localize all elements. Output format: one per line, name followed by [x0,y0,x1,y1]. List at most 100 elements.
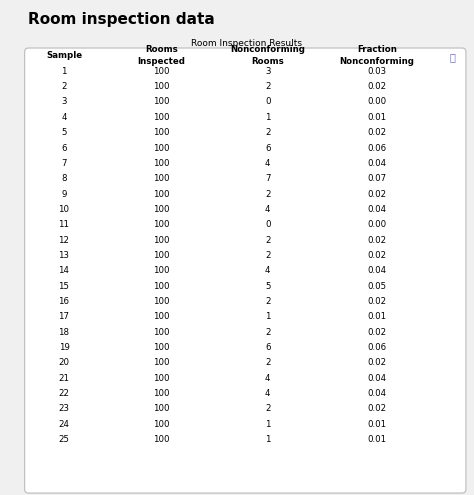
Text: 20: 20 [58,358,70,367]
Text: 0.02: 0.02 [367,236,386,245]
Text: 100: 100 [153,159,169,168]
Text: 16: 16 [58,297,70,306]
Text: 6: 6 [265,144,271,152]
Text: 0.00: 0.00 [367,220,386,229]
Text: 0.04: 0.04 [367,389,386,398]
Text: 4: 4 [61,113,67,122]
Text: 2: 2 [265,297,271,306]
Text: 10: 10 [58,205,70,214]
Text: 4: 4 [265,389,271,398]
Text: 11: 11 [58,220,70,229]
Text: 0.00: 0.00 [367,98,386,106]
Text: 9: 9 [61,190,67,198]
Text: 0.02: 0.02 [367,82,386,91]
Text: 100: 100 [153,374,169,383]
Text: 100: 100 [153,67,169,76]
Text: ⧉: ⧉ [450,52,456,62]
Text: 3: 3 [265,67,271,76]
Text: 17: 17 [58,312,70,321]
Text: 100: 100 [153,220,169,229]
Text: 2: 2 [265,358,271,367]
Text: 0.02: 0.02 [367,128,386,137]
Text: 100: 100 [153,128,169,137]
Text: 2: 2 [265,236,271,245]
Text: 0.04: 0.04 [367,266,386,275]
Text: 100: 100 [153,343,169,352]
Text: 1: 1 [61,67,67,76]
Text: 19: 19 [59,343,69,352]
Text: 5: 5 [265,282,271,291]
Text: 15: 15 [58,282,70,291]
Text: 0.04: 0.04 [367,159,386,168]
Text: 0.06: 0.06 [367,343,386,352]
Text: 18: 18 [58,328,70,337]
Text: 0.04: 0.04 [367,374,386,383]
Text: 0.02: 0.02 [367,358,386,367]
Text: 2: 2 [265,190,271,198]
Text: 5: 5 [61,128,67,137]
Text: 6: 6 [265,343,271,352]
Text: 100: 100 [153,236,169,245]
Text: 100: 100 [153,282,169,291]
Text: 100: 100 [153,266,169,275]
Text: 12: 12 [58,236,70,245]
Text: 1: 1 [265,420,271,429]
Text: 8: 8 [61,174,67,183]
Text: 2: 2 [265,328,271,337]
Text: 13: 13 [58,251,70,260]
Text: 2: 2 [265,82,271,91]
Text: Inspected: Inspected [137,57,185,66]
Text: 0.02: 0.02 [367,190,386,198]
Text: 100: 100 [153,190,169,198]
Text: 0.01: 0.01 [367,435,386,444]
Text: 14: 14 [58,266,70,275]
Text: 0: 0 [265,98,271,106]
Text: 4: 4 [265,159,271,168]
Text: 0.03: 0.03 [367,67,386,76]
Text: 100: 100 [153,82,169,91]
Text: 0.01: 0.01 [367,420,386,429]
Text: Room inspection data: Room inspection data [28,12,215,27]
Text: 2: 2 [265,128,271,137]
Text: 22: 22 [58,389,70,398]
Text: Room Inspection Results: Room Inspection Results [191,39,302,48]
Text: 1: 1 [265,113,271,122]
Text: 0.02: 0.02 [367,404,386,413]
Text: Nonconforming: Nonconforming [230,45,305,53]
Text: Rooms: Rooms [145,45,178,53]
Text: 1: 1 [265,312,271,321]
Text: Rooms: Rooms [251,57,284,66]
Text: 100: 100 [153,144,169,152]
Text: 4: 4 [265,205,271,214]
Text: 100: 100 [153,435,169,444]
Text: 0.04: 0.04 [367,205,386,214]
Text: 100: 100 [153,98,169,106]
Text: 0: 0 [265,220,271,229]
Text: 100: 100 [153,174,169,183]
Text: 100: 100 [153,113,169,122]
Text: 100: 100 [153,358,169,367]
Text: 25: 25 [58,435,70,444]
Text: 4: 4 [265,374,271,383]
Text: Nonconforming: Nonconforming [339,57,414,66]
Text: 4: 4 [265,266,271,275]
Text: 6: 6 [61,144,67,152]
Text: 100: 100 [153,312,169,321]
Text: 100: 100 [153,328,169,337]
Text: 0.02: 0.02 [367,328,386,337]
Text: 23: 23 [58,404,70,413]
Text: 100: 100 [153,404,169,413]
Text: 24: 24 [58,420,70,429]
Text: 7: 7 [61,159,67,168]
Text: 0.02: 0.02 [367,297,386,306]
Text: 0.02: 0.02 [367,251,386,260]
Text: 3: 3 [61,98,67,106]
Text: 0.01: 0.01 [367,113,386,122]
Text: 7: 7 [265,174,271,183]
Text: 0.06: 0.06 [367,144,386,152]
Text: 21: 21 [58,374,70,383]
Text: 0.05: 0.05 [367,282,386,291]
Text: 100: 100 [153,389,169,398]
Text: Fraction: Fraction [357,45,397,53]
Text: 2: 2 [265,404,271,413]
